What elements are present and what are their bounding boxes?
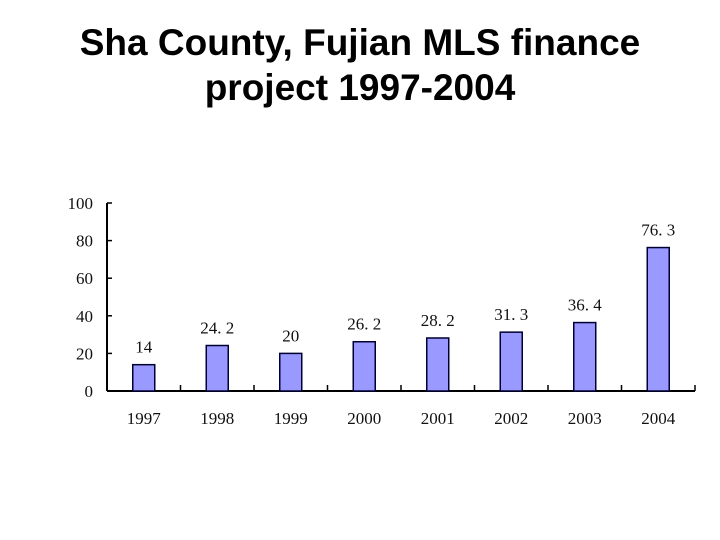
- category-label-2004: 2004: [641, 409, 676, 428]
- chart-title: Sha County, Fujian MLS finance project 1…: [0, 20, 720, 110]
- chart-title-line-1: Sha County, Fujian MLS finance: [79, 22, 641, 63]
- category-label-2001: 2001: [421, 409, 455, 428]
- value-label-2001: 28. 2: [421, 311, 455, 330]
- y-tick-label: 0: [85, 382, 94, 401]
- category-label-1998: 1998: [200, 409, 234, 428]
- bar-2000: [352, 340, 376, 392]
- value-label-1998: 24. 2: [200, 319, 234, 338]
- value-label-1999: 20: [282, 326, 299, 345]
- value-label-2002: 31. 3: [494, 305, 528, 324]
- bar-1997: [132, 363, 156, 392]
- bars: [132, 246, 670, 392]
- y-tick-label: 40: [76, 307, 93, 326]
- y-tick-label: 60: [76, 269, 93, 288]
- bar-1998: [205, 344, 229, 392]
- value-label-1997: 14: [135, 338, 153, 357]
- chart-title-line-2: project 1997-2004: [204, 67, 516, 108]
- bar-2001: [426, 337, 450, 392]
- category-label-1997: 1997: [127, 409, 162, 428]
- category-label-2002: 2002: [494, 409, 528, 428]
- category-label-2000: 2000: [347, 409, 381, 428]
- bar-2003: [573, 321, 597, 392]
- axes: [106, 202, 696, 392]
- y-tick-label: 80: [76, 232, 93, 251]
- category-label-2003: 2003: [568, 409, 602, 428]
- value-label-2003: 36. 4: [568, 296, 603, 315]
- y-tick-label: 100: [68, 194, 94, 213]
- bar-2002: [499, 331, 523, 392]
- y-tick-label: 20: [76, 344, 93, 363]
- category-label-1999: 1999: [274, 409, 308, 428]
- bar-1999: [279, 352, 303, 392]
- value-label-2000: 26. 2: [347, 315, 381, 334]
- bar-2004: [646, 246, 670, 392]
- value-label-2004: 76. 3: [641, 221, 675, 240]
- labels: 0 20 40 60 80 100 14 1997 24. 2 1998 20 1999 26. 2 20…: [68, 194, 676, 428]
